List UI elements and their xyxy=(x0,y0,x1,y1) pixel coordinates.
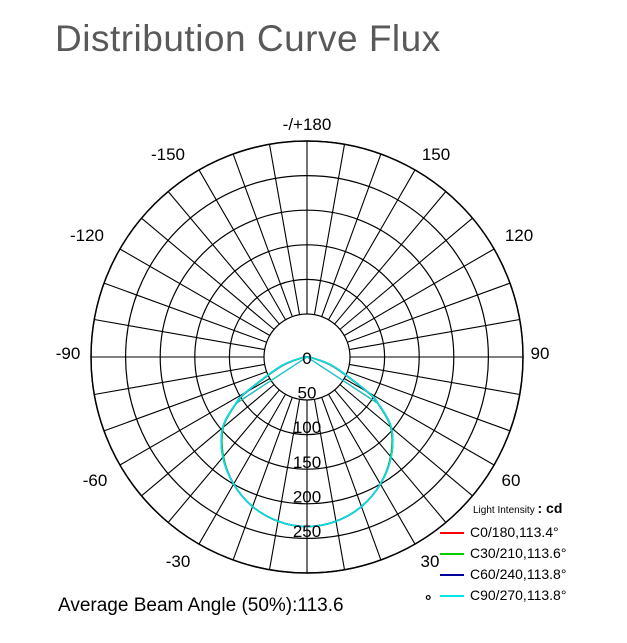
polar-grid xyxy=(90,140,524,574)
legend-entry: C60/240,113.8° xyxy=(440,566,566,584)
beam-angle-line xyxy=(306,356,379,404)
legend-label: C30/210,113.6° xyxy=(470,545,567,561)
grid-spoke xyxy=(334,191,447,325)
average-beam-angle: Average Beam Angle (50%):113.6 xyxy=(58,595,344,617)
legend-heading: Light Intensity : cd xyxy=(473,500,562,516)
grid-spoke xyxy=(119,248,271,336)
legend-heading-text: Light Intensity xyxy=(473,505,535,516)
degree-symbol: ° xyxy=(425,593,432,610)
legend-swatch xyxy=(440,532,464,535)
legend-label: C90/270,113.8° xyxy=(470,587,567,603)
legend-label: C60/240,113.8° xyxy=(470,566,567,582)
radial-tick-label: 200 xyxy=(293,487,321,506)
series-curve xyxy=(220,356,394,528)
grid-spoke xyxy=(343,248,495,336)
angle-label: -/+180 xyxy=(283,115,332,134)
grid-spoke xyxy=(339,217,473,330)
chart-title: Distribution Curve Flux xyxy=(55,18,441,59)
grid-spoke xyxy=(328,169,416,321)
grid-spoke xyxy=(94,363,265,396)
angle-label: -90 xyxy=(56,344,81,363)
angle-label: -30 xyxy=(166,552,191,571)
grid-spoke xyxy=(349,363,520,396)
grid-spoke xyxy=(232,153,293,317)
grid-spoke xyxy=(328,393,416,545)
beam-angle-value: (50%):113.6 xyxy=(241,595,344,616)
legend-swatch xyxy=(440,595,464,598)
grid-spoke xyxy=(141,384,275,497)
radial-tick-label: 0 xyxy=(302,349,311,368)
legend-entry: C90/270,113.8° xyxy=(440,587,566,605)
beam-angle-line xyxy=(235,356,308,404)
intensity-curves xyxy=(220,356,394,528)
grid-spoke xyxy=(339,384,473,497)
grid-spoke xyxy=(103,282,267,343)
angle-label: 60 xyxy=(502,471,521,490)
grid-spoke xyxy=(347,282,511,343)
grid-spoke xyxy=(167,191,280,325)
grid-spoke xyxy=(321,397,382,561)
grid-spoke xyxy=(103,371,267,432)
grid-spoke xyxy=(313,144,346,315)
angle-label: -150 xyxy=(151,145,185,164)
grid-spoke xyxy=(349,318,520,351)
grid-spoke xyxy=(268,144,301,315)
legend-label: C0/180,113.4° xyxy=(470,524,559,540)
angle-label: -60 xyxy=(83,471,108,490)
legend-swatch xyxy=(440,553,464,556)
grid-spoke xyxy=(232,397,293,561)
legend-entry: C30/210,113.6° xyxy=(440,545,566,563)
angle-label: 90 xyxy=(531,344,550,363)
radial-tick-label: 150 xyxy=(293,453,321,472)
grid-spoke xyxy=(313,399,346,570)
grid-spoke xyxy=(198,169,286,321)
radial-tick-label: 250 xyxy=(293,522,321,541)
legend-entry: C0/180,113.4° xyxy=(440,524,559,542)
grid-spoke xyxy=(321,153,382,317)
grid-spoke xyxy=(268,399,301,570)
grid-spoke xyxy=(94,318,265,351)
beam-angle-label: Average Beam Angle xyxy=(58,595,237,616)
legend-swatch xyxy=(440,574,464,577)
angle-label: 120 xyxy=(505,226,533,245)
angle-label: 30 xyxy=(421,552,440,571)
grid-spoke xyxy=(198,393,286,545)
radial-tick-label: 50 xyxy=(298,384,317,403)
grid-spoke xyxy=(347,371,511,432)
radial-tick-label: 100 xyxy=(293,418,321,437)
angle-label: 150 xyxy=(422,145,450,164)
legend-heading-unit: : cd xyxy=(537,500,563,516)
grid-spoke xyxy=(141,217,275,330)
axis-labels: 0 50 100 150 200 250 -/+180 150 -150 120 -120 90 -90… xyxy=(56,115,550,571)
angle-label: -120 xyxy=(70,226,104,245)
